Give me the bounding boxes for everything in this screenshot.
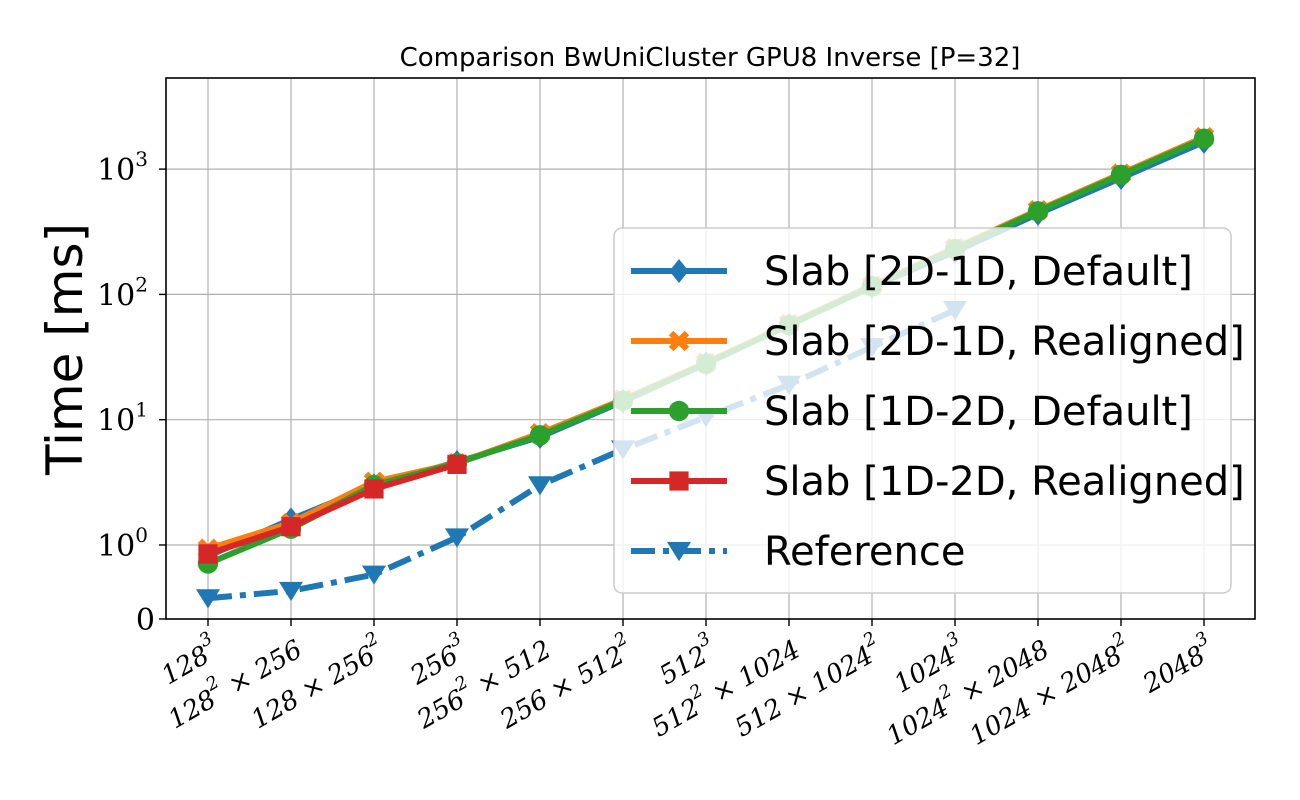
legend-label: Slab [1D-2D, Default]: [764, 389, 1193, 435]
y-tick-base: 10: [97, 278, 135, 313]
series-line: [207, 461, 458, 557]
legend-label: Slab [2D-1D, Realigned]: [764, 319, 1245, 365]
y-tick-exponent: 3: [135, 147, 148, 171]
y-axis-label: Time [ms]: [36, 223, 94, 476]
data-point: [198, 544, 218, 564]
y-tick-label: 103: [97, 147, 148, 188]
chart-title: Comparison BwUniCluster GPU8 Inverse [P=…: [400, 43, 1021, 73]
data-point: [1110, 164, 1132, 186]
y-tick-base: 0: [136, 603, 155, 638]
data-point: [1027, 201, 1049, 222]
legend-item: Slab [1D-2D, Default]: [631, 389, 1193, 435]
y-tick-label: 100: [97, 523, 148, 564]
x-tick-label: 20483: [1133, 628, 1220, 701]
series-slab-1d-2d-realigned: [198, 454, 467, 564]
y-tick-label: 101: [97, 398, 148, 439]
plot-frame: [165, 77, 1256, 620]
legend-item: Slab [2D-1D, Realigned]: [631, 319, 1245, 365]
y-tick-base: 10: [97, 404, 135, 439]
legend-item: Slab [2D-1D, Default]: [631, 249, 1193, 295]
data-point: [1193, 128, 1215, 149]
y-tick-label: 0: [136, 603, 155, 638]
legend-label: Reference: [764, 529, 965, 575]
legend-marker: [669, 259, 689, 283]
data-point: [279, 581, 303, 602]
data-point: [445, 528, 469, 548]
data-point: [447, 454, 467, 474]
legend-item: Reference: [631, 529, 965, 575]
y-tick-base: 10: [97, 529, 135, 564]
y-tick-label: 102: [97, 272, 148, 313]
data-point: [529, 425, 551, 446]
y-tick-base: 10: [97, 153, 135, 188]
series-line: [207, 307, 957, 602]
y-tick-exponent: 1: [135, 398, 148, 422]
legend-box: [613, 227, 1232, 594]
data-point: [528, 476, 552, 496]
legend-marker: [669, 471, 689, 491]
x-tick-text: 20483: [1133, 628, 1220, 701]
legend-label: Slab [1D-2D, Realigned]: [764, 459, 1245, 505]
legend-item: Slab [1D-2D, Realigned]: [631, 459, 1245, 505]
data-point: [362, 565, 386, 585]
legend-marker: [668, 330, 690, 352]
legend-marker: [667, 542, 691, 562]
data-point: [281, 517, 301, 537]
y-tick-exponent: 2: [135, 272, 148, 296]
data-point: [364, 479, 384, 499]
legend: Slab [2D-1D, Default] Slab [2D-1D, Realig…: [613, 227, 1245, 594]
legend-marker: [668, 400, 690, 422]
y-tick-exponent: 0: [135, 523, 148, 547]
data-point: [196, 589, 220, 609]
legend-label: Slab [2D-1D, Default]: [764, 249, 1193, 295]
